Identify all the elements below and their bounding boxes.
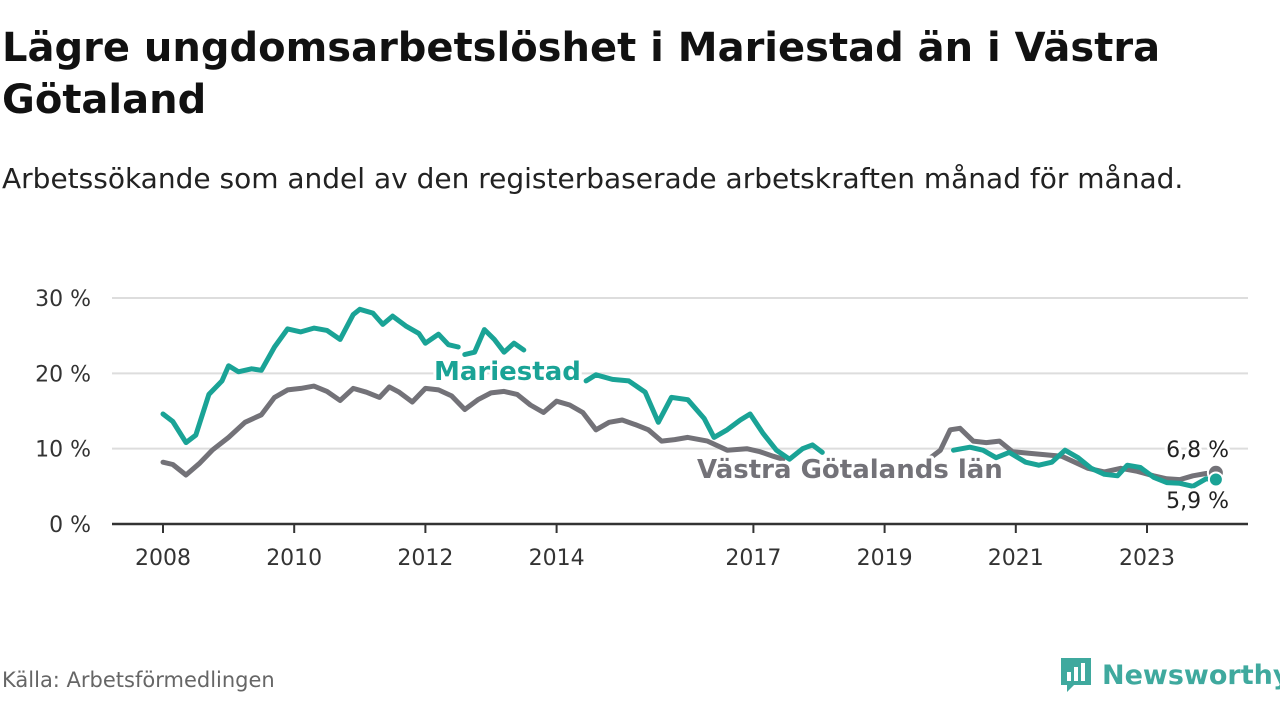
x-tick-label: 2017 <box>725 546 781 571</box>
series-lines <box>160 306 1219 489</box>
series-label-vastra-gotalands-lan: Västra Götalands län <box>697 455 1003 485</box>
y-axis-ticks: 0 % 10 % 20 % 30 % <box>35 287 91 538</box>
x-tick-label: 2012 <box>397 546 453 571</box>
chart-subtitle: Arbetssökande som andel av den registerb… <box>2 162 1184 195</box>
series-line-västra-götalands-län <box>160 383 786 478</box>
series-line-mariestad <box>951 444 1219 489</box>
series-label-mariestad: Mariestad <box>434 357 581 387</box>
brand-logo: Newsworthy <box>1058 654 1280 696</box>
grid-lines <box>112 297 1248 450</box>
source-note: Källa: Arbetsförmedlingen <box>2 668 275 692</box>
series-line-västra-götalands-län <box>928 425 1219 483</box>
y-tick-label: 10 % <box>35 438 91 463</box>
end-label-mariestad: 5,9 % <box>1166 489 1229 514</box>
x-tick-label: 2010 <box>266 546 322 571</box>
x-tick-label: 2014 <box>529 546 585 571</box>
chart-title: Lägre ungdomsarbetslöshet i Mariestad än… <box>2 25 1161 123</box>
end-point-mariestad <box>1207 471 1224 488</box>
newsworthy-logo-icon <box>1061 658 1091 692</box>
series-line-mariestad <box>160 306 461 446</box>
series-line-mariestad <box>462 327 527 357</box>
x-tick-label: 2021 <box>988 546 1044 571</box>
series-labels: Västra Götalands län Mariestad 6,8 % 5,9 % <box>431 354 1232 517</box>
x-tick-label: 2023 <box>1119 546 1175 571</box>
y-tick-label: 20 % <box>35 362 91 387</box>
series-line-mariestad <box>583 372 825 462</box>
x-tick-label: 2008 <box>135 546 191 571</box>
brand-name: Newsworthy <box>1102 659 1280 691</box>
end-label-vastra-gotalands-lan: 6,8 % <box>1166 438 1229 463</box>
y-tick-label: 30 % <box>35 287 91 312</box>
y-tick-label: 0 % <box>49 513 91 538</box>
x-axis-ticks: 2008 2010 2012 2014 2017 2019 2021 2023 <box>135 524 1175 571</box>
x-tick-label: 2019 <box>857 546 913 571</box>
